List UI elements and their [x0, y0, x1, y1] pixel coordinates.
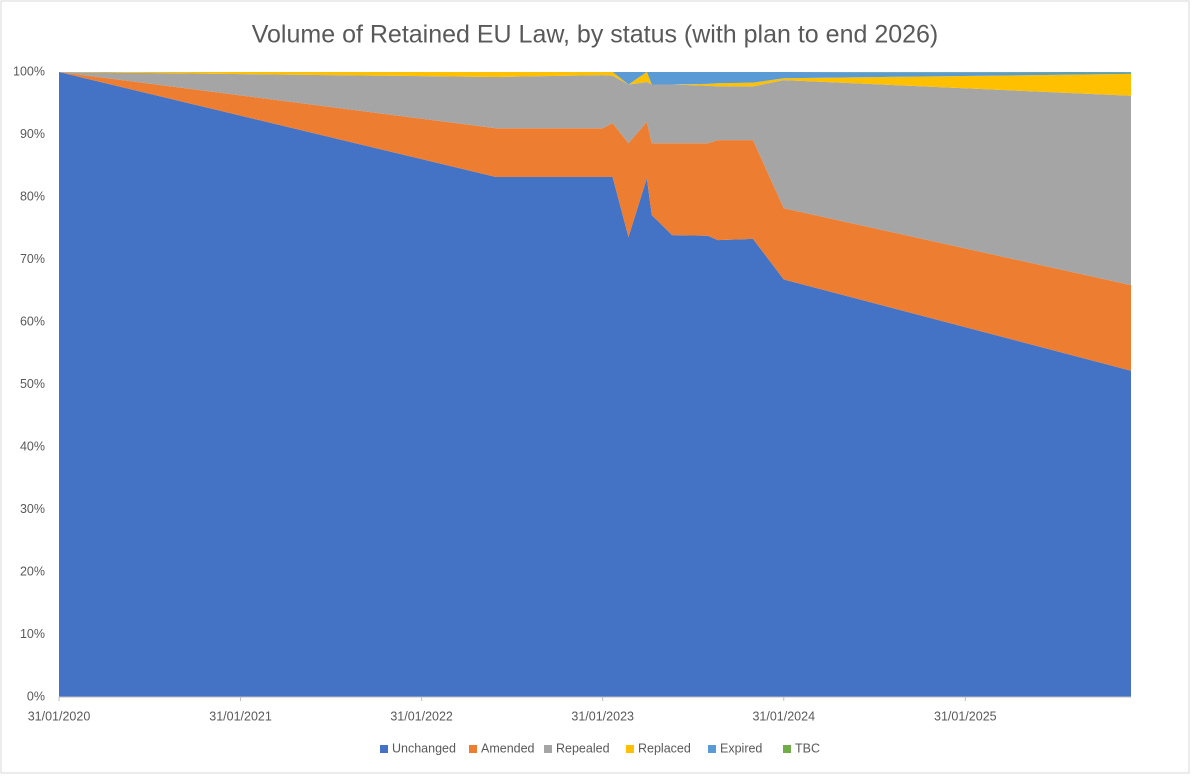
x-tick-label: 31/01/2025 [934, 709, 997, 723]
y-tick-label: 10% [20, 627, 45, 641]
x-tick-label: 31/01/2020 [28, 709, 91, 723]
legend-label: Expired [720, 741, 762, 755]
legend-swatch [708, 745, 716, 753]
legend-label: Replaced [638, 741, 691, 755]
legend-swatch [380, 745, 388, 753]
area [59, 72, 1131, 96]
area [59, 72, 1131, 85]
y-tick-label: 0% [27, 689, 45, 703]
y-tick-label: 50% [20, 377, 45, 391]
y-tick-label: 70% [20, 252, 45, 266]
y-tick-label: 60% [20, 314, 45, 328]
legend-swatch [783, 745, 791, 753]
area [59, 72, 1131, 73]
area [59, 72, 1131, 371]
x-tick-label: 31/01/2024 [752, 709, 815, 723]
y-tick-label: 100% [13, 64, 45, 78]
y-tick-label: 20% [20, 564, 45, 578]
area [59, 72, 1131, 286]
legend-swatch [626, 745, 634, 753]
y-tick-label: 80% [20, 189, 45, 203]
chart-title: Volume of Retained EU Law, by status (wi… [252, 21, 939, 49]
y-tick-label: 90% [20, 127, 45, 141]
legend-swatch [469, 745, 477, 753]
legend-label: Amended [481, 741, 535, 755]
legend-label: TBC [795, 741, 820, 755]
area [59, 72, 1131, 697]
y-tick-label: 40% [20, 439, 45, 453]
x-tick-label: 31/01/2022 [390, 709, 453, 723]
y-tick-label: 30% [20, 502, 45, 516]
legend-label: Repealed [556, 741, 610, 755]
legend-swatch [544, 745, 552, 753]
x-tick-label: 31/01/2021 [209, 709, 272, 723]
legend-label: Unchanged [392, 741, 456, 755]
x-tick-label: 31/01/2023 [571, 709, 634, 723]
